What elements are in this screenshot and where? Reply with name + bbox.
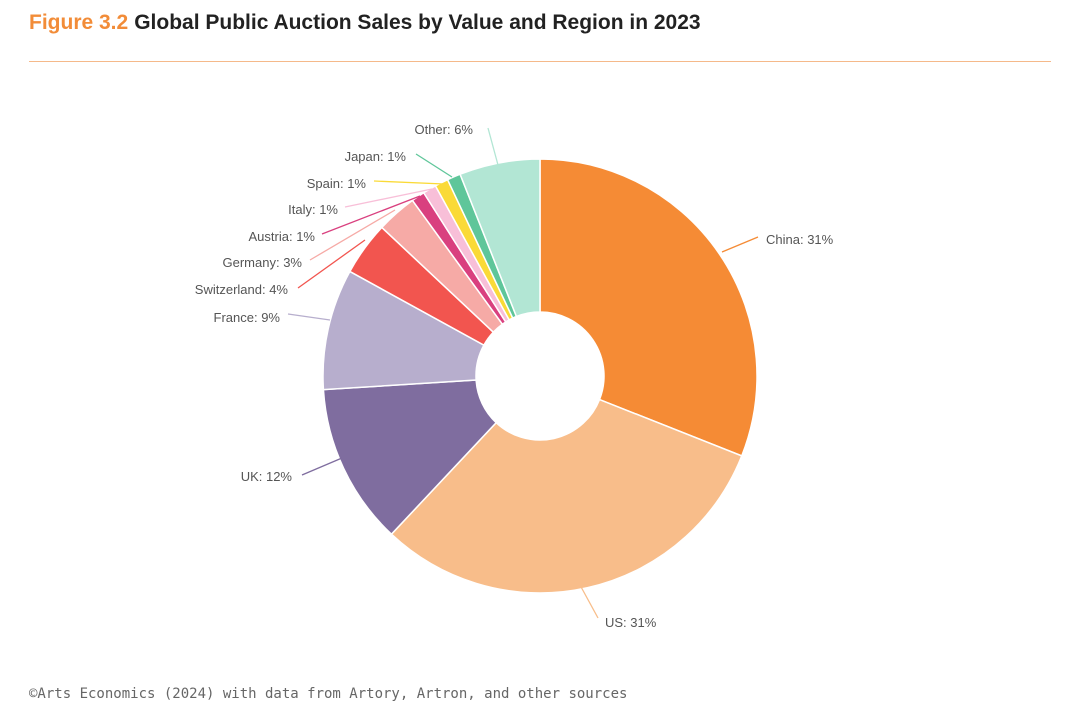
leader-line-uk — [301, 457, 343, 476]
slice-uk — [322, 379, 498, 536]
label-switzerland: Switzerland: 4% — [195, 282, 289, 297]
label-japan: Japan: 1% — [345, 149, 407, 164]
label-austria: Austria: 1% — [249, 229, 316, 244]
leader-line-germany — [309, 209, 396, 261]
figure-title: Figure 3.2 Global Public Auction Sales by… — [29, 11, 701, 35]
label-spain: Spain: 1% — [307, 176, 367, 191]
leader-line-other — [487, 127, 499, 166]
label-italy: Italy: 1% — [288, 202, 338, 217]
source-note: ©Arts Economics (2024) with data from Ar… — [29, 686, 628, 702]
slice-us — [390, 398, 743, 594]
slice-china — [539, 158, 758, 457]
leader-line-switzerland — [297, 239, 366, 289]
leader-line-japan — [415, 153, 453, 178]
title-divider — [29, 61, 1051, 62]
leader-line-italy — [344, 188, 433, 208]
label-france: France: 9% — [214, 310, 281, 325]
label-other: Other: 6% — [414, 122, 473, 137]
leader-line-austria — [321, 195, 421, 235]
figure-title-text: Global Public Auction Sales by Value and… — [134, 11, 701, 34]
label-us: US: 31% — [605, 615, 657, 630]
leader-line-spain — [373, 180, 445, 185]
leader-line-france — [287, 313, 331, 321]
label-uk: UK: 12% — [241, 469, 293, 484]
slice-other — [459, 158, 541, 318]
label-china: China: 31% — [766, 232, 834, 247]
label-germany: Germany: 3% — [223, 255, 303, 270]
leader-line-us — [579, 584, 599, 619]
leader-line-china — [721, 236, 759, 253]
figure-number: Figure 3.2 — [29, 11, 129, 34]
